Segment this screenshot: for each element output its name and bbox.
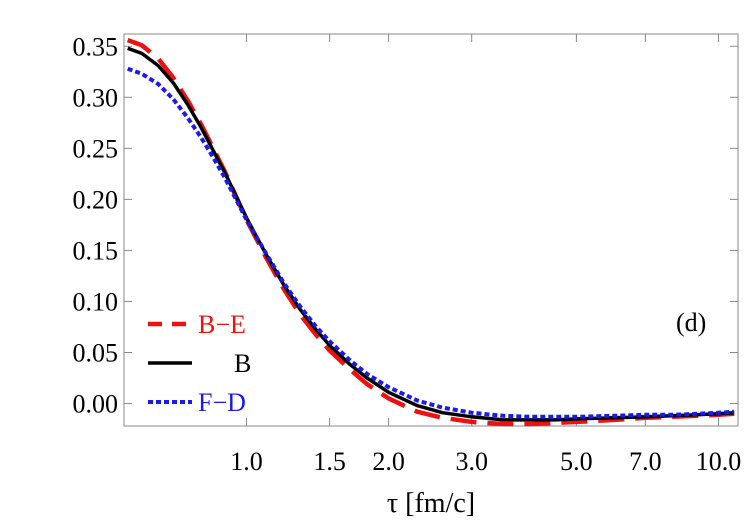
panel-annotation: (d) — [676, 308, 706, 337]
series-line-3 — [127, 66, 735, 419]
x-tick-label: 1.5 — [313, 447, 346, 476]
y-tick-label: 0.10 — [73, 287, 119, 316]
y-tick-label: 0.25 — [73, 134, 119, 163]
x-tick-label: 7.0 — [629, 447, 662, 476]
y-tick-label: 0.35 — [73, 32, 119, 61]
series-layer — [126, 37, 735, 427]
legend-label-2: B — [234, 349, 251, 378]
legend-label-3: F−D — [198, 388, 246, 417]
y-tick-label: 0.15 — [73, 236, 119, 265]
x-tick-label: 5.0 — [560, 447, 593, 476]
axis-ticks: 0.00 0.05 0.10 0.15 0.20 0.25 0.30 0.35 1.0 1.5 2.… — [73, 32, 742, 476]
series-line-2 — [127, 46, 735, 422]
y-tick-label: 0.00 — [73, 390, 119, 419]
series-line-1 — [126, 37, 735, 427]
y-tick-label: 0.05 — [73, 339, 119, 368]
y-tick-label: 0.30 — [73, 83, 119, 112]
legend: B−E B F−D — [148, 310, 251, 417]
x-axis-label: τ [fm/c] — [387, 488, 475, 519]
x-tick-label: 10.0 — [696, 447, 742, 476]
x-tick-label: 1.0 — [230, 447, 263, 476]
x-tick-label: 3.0 — [455, 447, 488, 476]
plot-frame — [123, 33, 739, 427]
x-tick-label: 2.0 — [372, 447, 405, 476]
y-tick-label: 0.20 — [73, 185, 119, 214]
legend-label-1: B−E — [198, 310, 246, 339]
